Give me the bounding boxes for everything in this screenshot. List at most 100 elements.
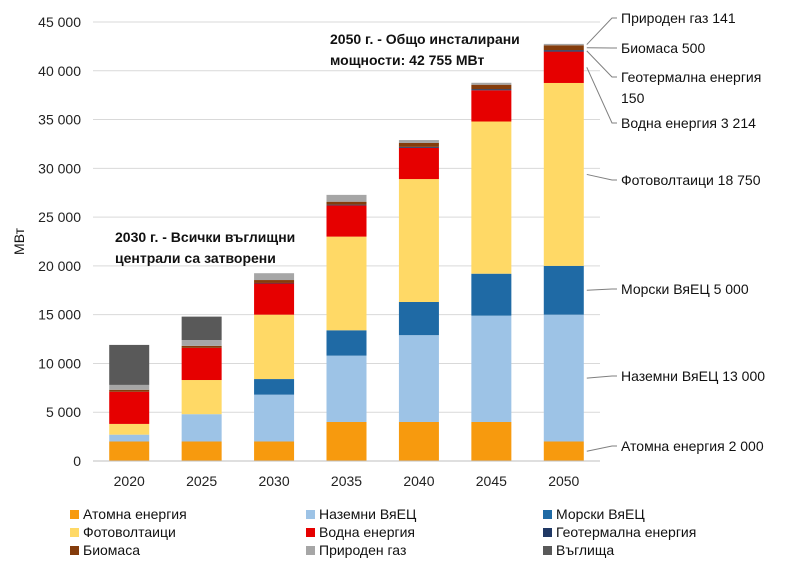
right-label: Фотоволтаици 18 750	[621, 172, 761, 188]
y-tick-label: 35 000	[38, 112, 81, 128]
bar-segment	[326, 194, 367, 202]
bar-segment	[471, 315, 512, 422]
bar-segment	[254, 441, 295, 461]
bar-segment	[543, 82, 584, 266]
x-tick-label: 2020	[114, 473, 145, 489]
y-tick-label: 10 000	[38, 355, 81, 371]
legend-label: Биомаса	[83, 542, 140, 558]
y-axis-label: МВт	[11, 227, 27, 255]
y-tick-label: 45 000	[38, 14, 81, 30]
bar-segment	[254, 283, 295, 315]
bar-segment	[181, 414, 222, 442]
right-label: Биомаса 500	[621, 40, 705, 56]
legend-label: Въглища	[556, 542, 614, 558]
bar-segment	[398, 147, 439, 180]
legend: Атомна енергия Наземни ВяЕЦ Морски ВяЕЦ Фот…	[70, 506, 696, 558]
annotation-line: 2030 г. - Всички въглищни	[115, 229, 295, 245]
y-tick-label: 20 000	[38, 258, 81, 274]
right-label-line: 150	[621, 90, 645, 106]
bar-segment	[109, 391, 150, 424]
legend-swatch	[306, 528, 315, 537]
bar-segment	[181, 316, 222, 341]
bar-segment	[398, 421, 439, 461]
bar-segment	[543, 314, 584, 442]
right-label: Геотермална енергия 150	[621, 69, 761, 106]
bar-segment	[471, 84, 512, 90]
bar-segment	[398, 140, 439, 143]
bar-segment	[181, 340, 222, 346]
bar-segment	[181, 345, 222, 348]
y-tick-label: 0	[73, 453, 81, 469]
bar-segment	[471, 89, 512, 91]
legend-label: Геотермална енергия	[556, 524, 696, 540]
x-tick-label: 2035	[331, 473, 362, 489]
legend-swatch	[306, 546, 315, 555]
right-labels: Природен газ 141 Биомаса 500 Геотермална е…	[586, 10, 765, 454]
leader-line	[586, 50, 617, 78]
legend-swatch	[70, 510, 79, 519]
axes: 0 5 000 10 000 15 000 20 000 25 000 30 000 35 0…	[11, 14, 600, 489]
legend-label: Атомна енергия	[83, 506, 187, 522]
bars	[109, 43, 584, 461]
right-label-line: Биомаса 500	[621, 40, 705, 56]
right-label-line: Геотермална енергия	[621, 69, 761, 85]
bar-segment	[543, 50, 584, 52]
leader-line	[586, 67, 617, 124]
y-tick-label: 5 000	[46, 404, 81, 420]
x-tick-label: 2040	[403, 473, 434, 489]
bar-segment	[181, 380, 222, 415]
bar-segment	[326, 204, 367, 206]
annotation-text: 2050 г. - Общо инсталирани мощности: 42 7…	[330, 31, 520, 68]
bar-segment	[109, 423, 150, 435]
bar-segment	[471, 121, 512, 274]
bar-segment	[254, 314, 295, 380]
bar-segment	[254, 282, 295, 284]
legend-label: Водна енергия	[319, 524, 415, 540]
right-label: Наземни ВяЕЦ 13 000	[621, 368, 765, 384]
legend-swatch	[543, 546, 552, 555]
x-tick-label: 2045	[476, 473, 507, 489]
right-label-line: Природен газ 141	[621, 10, 736, 26]
leader-line	[586, 17, 617, 45]
bar-segment	[326, 330, 367, 356]
bar-segment	[326, 421, 367, 461]
bar-segment	[254, 379, 295, 395]
right-label-line: Водна енергия 3 214	[621, 115, 756, 131]
bar-segment	[398, 335, 439, 422]
bar-segment	[471, 273, 512, 316]
annotations: 2050 г. - Общо инсталирани мощности: 42 7…	[115, 31, 520, 266]
bar-segment	[471, 421, 512, 461]
bar-segment	[326, 201, 367, 205]
bar-segment	[543, 265, 584, 315]
annotation-line: мощности: 42 755 МВт	[330, 52, 484, 68]
annotation-text: 2030 г. - Всички въглищни централи са зат…	[115, 229, 295, 266]
bar-segment	[109, 441, 150, 461]
bar-segment	[109, 434, 150, 442]
bar-segment	[398, 146, 439, 148]
bar-segment	[543, 45, 584, 51]
legend-label: Морски ВяЕЦ	[556, 506, 645, 522]
bar-segment	[254, 394, 295, 442]
bar-segment	[109, 384, 150, 390]
annotation-line: 2050 г. - Общо инсталирани	[330, 31, 520, 47]
right-label: Атомна енергия 2 000	[621, 438, 764, 454]
right-label-line: Фотоволтаици 18 750	[621, 172, 761, 188]
legend-swatch	[543, 528, 552, 537]
bar-segment	[181, 441, 222, 461]
legend-label: Природен газ	[319, 542, 406, 558]
right-label: Природен газ 141	[621, 10, 736, 26]
right-label: Водна енергия 3 214	[621, 115, 756, 131]
leader-line	[586, 375, 617, 379]
right-label-line: Атомна енергия 2 000	[621, 438, 764, 454]
legend-label: Фотоволтаици	[83, 524, 176, 540]
bar-segment	[398, 179, 439, 302]
right-label-line: Наземни ВяЕЦ 13 000	[621, 368, 765, 384]
bar-segment	[326, 355, 367, 422]
x-tick-label: 2025	[186, 473, 217, 489]
bar-segment	[398, 301, 439, 336]
bar-segment	[543, 43, 584, 46]
legend-swatch	[70, 528, 79, 537]
y-tick-label: 40 000	[38, 63, 81, 79]
bar-segment	[326, 205, 367, 237]
